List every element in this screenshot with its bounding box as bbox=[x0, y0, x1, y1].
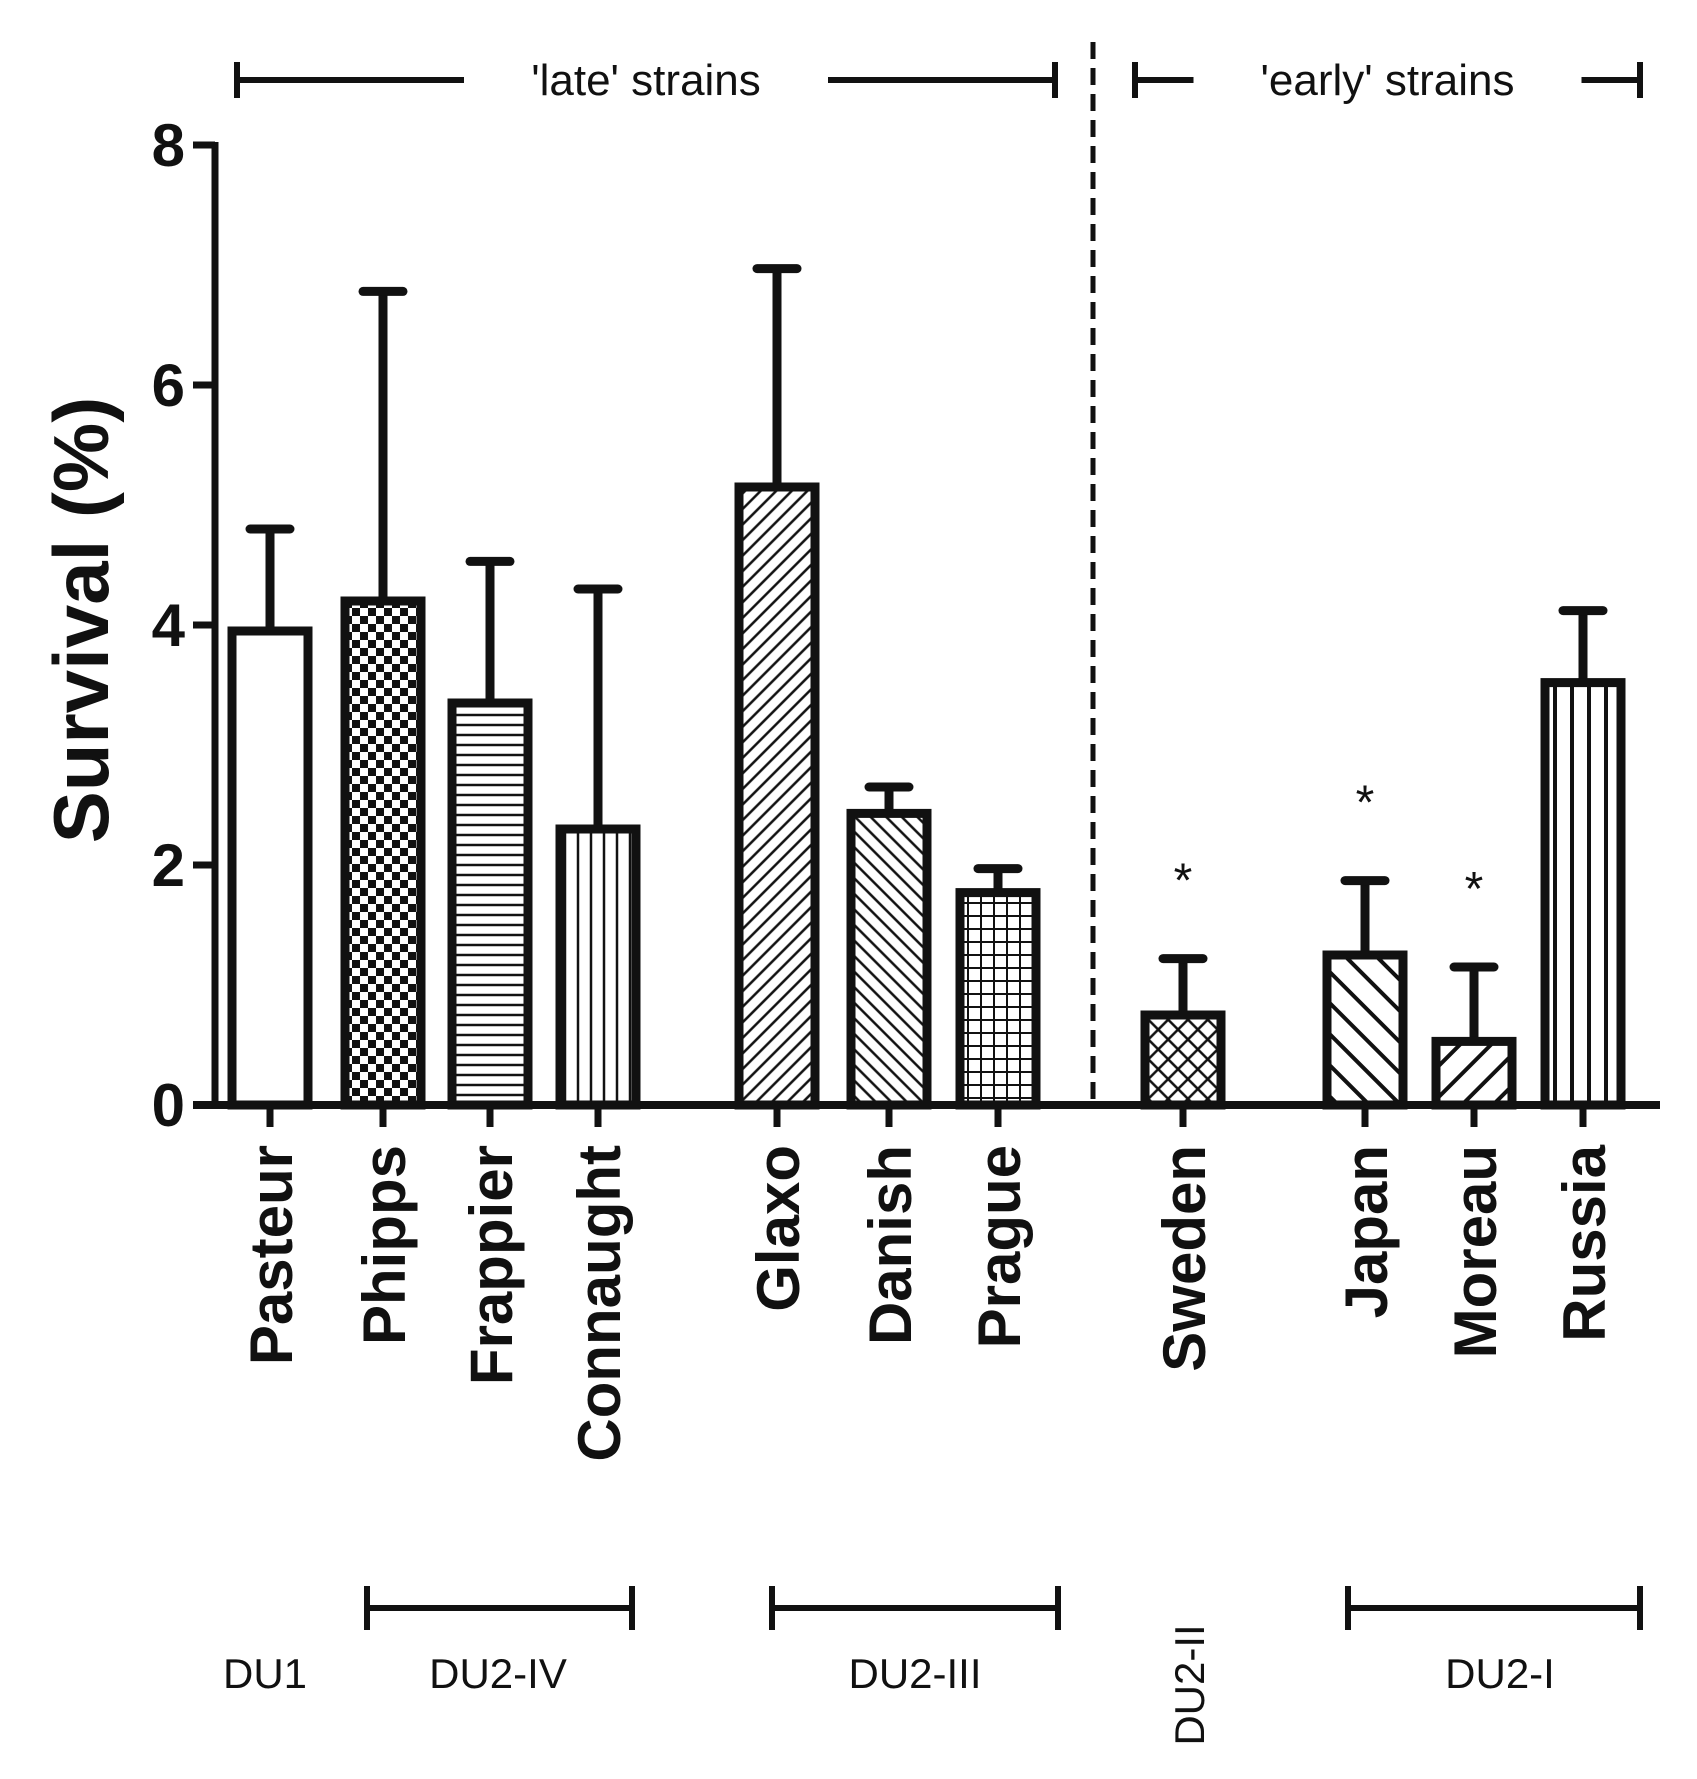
group-du2-iii: DU2-III bbox=[769, 1586, 1061, 1697]
category-label-frappier: Frappier bbox=[458, 1145, 525, 1385]
group-label: DU1 bbox=[223, 1650, 307, 1697]
y-tick-label: 4 bbox=[152, 592, 186, 659]
bar-series bbox=[227, 264, 1626, 1110]
annotations: 'late' strains 'early' strains * * * DU1 DU2-I… bbox=[223, 42, 1643, 1746]
group-label: DU2-II bbox=[1166, 1624, 1213, 1745]
category-label-japan: Japan bbox=[1333, 1145, 1400, 1318]
phase-label: 'early' strains bbox=[1261, 56, 1515, 105]
y-tick-label: 8 bbox=[152, 112, 185, 179]
bar-russia bbox=[1540, 678, 1626, 1110]
significance-marker: * bbox=[1356, 777, 1375, 830]
y-tick-label: 0 bbox=[152, 1072, 185, 1139]
group-du2-iv: DU2-IV bbox=[364, 1586, 635, 1697]
group-du2-ii: DU2-II bbox=[1166, 1624, 1213, 1745]
bar-moreau bbox=[1431, 1036, 1517, 1110]
significance-marker: * bbox=[1465, 863, 1484, 916]
phase-bracket-0: 'late' strains bbox=[234, 56, 1058, 105]
category-label-phipps: Phipps bbox=[351, 1145, 418, 1345]
group-label: DU2-IV bbox=[429, 1650, 567, 1697]
phase-label: 'late' strains bbox=[531, 56, 761, 105]
bar-prague bbox=[955, 888, 1041, 1110]
bar-connaught bbox=[555, 824, 641, 1110]
bar-sweden bbox=[1140, 1010, 1226, 1110]
category-label-sweden: Sweden bbox=[1151, 1145, 1218, 1372]
category-label-pasteur: Pasteur bbox=[238, 1145, 305, 1365]
y-tick-label: 2 bbox=[152, 832, 185, 899]
y-tick-label: 6 bbox=[152, 352, 185, 419]
bar-pasteur bbox=[227, 626, 313, 1110]
bar-frappier bbox=[447, 698, 533, 1110]
y-axis-label: Survival (%) bbox=[37, 397, 125, 843]
bar-glaxo bbox=[734, 482, 820, 1110]
group-label: DU2-I bbox=[1445, 1650, 1555, 1697]
category-label-russia: Russia bbox=[1551, 1144, 1618, 1341]
bar-japan bbox=[1322, 950, 1408, 1110]
category-label-connaught: Connaught bbox=[566, 1145, 633, 1462]
phase-bracket-1: 'early' strains bbox=[1132, 56, 1643, 105]
category-label-moreau: Moreau bbox=[1442, 1145, 1509, 1358]
category-label-danish: Danish bbox=[857, 1145, 924, 1345]
significance-marker: * bbox=[1174, 855, 1193, 908]
y-axis: 0 2 4 6 8 bbox=[152, 112, 219, 1139]
bar-danish bbox=[846, 808, 932, 1110]
category-label-prague: Prague bbox=[966, 1145, 1033, 1348]
bar-phipps bbox=[340, 596, 426, 1110]
group-du2-i: DU2-I bbox=[1345, 1586, 1643, 1697]
group-du1: DU1 bbox=[223, 1650, 307, 1697]
x-axis: Pasteur Phipps Frappier Connaught Glaxo Danis… bbox=[193, 1101, 1660, 1462]
group-label: DU2-III bbox=[848, 1650, 981, 1697]
category-label-glaxo: Glaxo bbox=[745, 1145, 812, 1312]
